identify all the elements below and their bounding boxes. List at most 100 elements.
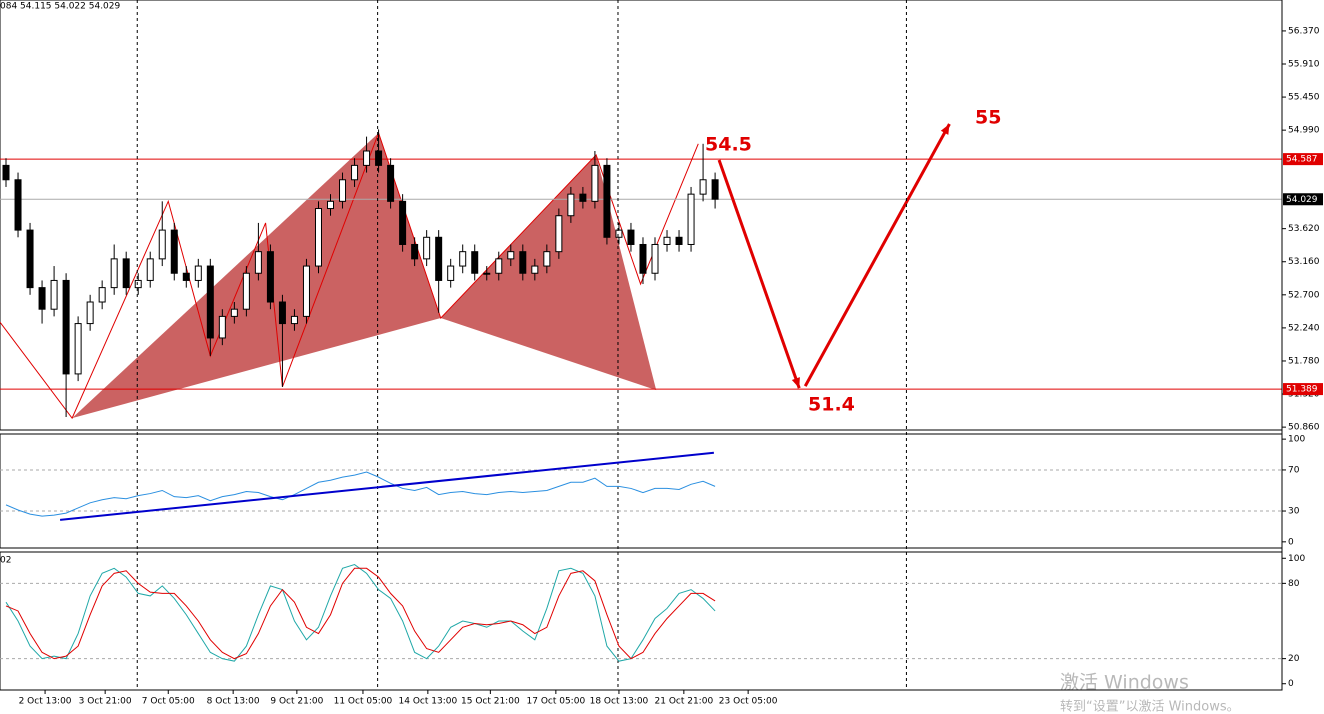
y-tick-label: 80 [1288,579,1300,589]
y-tick-label: 70 [1288,465,1300,475]
indicator-line [5,471,716,517]
price-level-label: 54.029 [1286,195,1318,205]
candle-body [327,200,335,210]
y-tick-label: 53.160 [1288,257,1320,267]
candle-body [399,200,407,245]
trendline [59,451,714,521]
x-tick-label: 9 Oct 21:00 [270,697,323,707]
candle-body [254,251,262,274]
y-tick-label: 0 [1288,679,1294,689]
candle-body [38,287,46,310]
candle-body [627,229,635,245]
candle-body [218,315,226,339]
y-tick-label: 52.700 [1288,290,1320,300]
x-tick-label: 21 Oct 21:00 [655,697,714,707]
harmonic-pattern [440,154,657,391]
candle-body [495,258,503,274]
candle-body [278,301,286,325]
watermark: 激活 Windows [1060,672,1189,694]
candle-body [134,279,142,289]
candle-body [555,215,563,253]
indicator-title: 02 [0,556,11,566]
y-tick-label: 0 [1288,537,1294,547]
candle-body [699,179,707,195]
candle-body [182,272,190,281]
candle-body [675,236,683,245]
y-tick-label: 100 [1288,435,1305,445]
candle-body [206,265,214,339]
x-tick-label: 14 Oct 13:00 [399,697,458,707]
candle-body [339,179,347,202]
arrow-head [791,377,800,389]
y-tick-label: 30 [1288,507,1300,517]
candle-body [50,279,58,310]
candle-body [591,164,599,202]
candle-body [531,265,539,274]
candle-body [411,243,419,260]
arrow [803,123,951,387]
y-tick-label: 51.780 [1288,356,1320,366]
candle-body [483,272,491,275]
arrow-head [940,123,950,135]
candle-body [615,229,623,238]
x-tick-label: 8 Oct 13:00 [207,697,260,707]
candle-body [2,164,10,181]
candle-body [266,251,274,303]
candle-body [447,265,455,281]
candle-body [375,150,383,166]
y-tick-label: 52.240 [1288,323,1320,333]
candle-body [687,193,695,245]
candle-body [423,236,431,260]
watermark-sub: 转到“设置”以激活 Windows。 [1060,700,1240,714]
candle-body [603,164,611,238]
candle-body [507,251,515,260]
x-tick-label: 18 Oct 13:00 [590,697,649,707]
candle-body [639,243,647,274]
candle-body [14,179,22,231]
candle-body [158,229,166,260]
candle-body [543,251,551,267]
arrow [717,159,801,389]
y-tick-label: 54.990 [1288,126,1320,136]
x-tick-label: 17 Oct 05:00 [527,697,586,707]
candle-body [230,308,238,317]
candle-body [435,236,443,281]
candle-body [387,164,395,202]
price-level-box [1283,153,1323,166]
x-tick-label: 23 Oct 05:00 [719,697,778,707]
price-level-label: 54.587 [1286,155,1318,165]
price-level-box [1283,193,1323,206]
y-tick-label: 55.910 [1288,59,1320,69]
price-level-box [1283,383,1323,396]
candle-body [567,193,575,217]
annotation: 54.5 [705,134,752,156]
candle-body [122,258,130,289]
candle-body [290,315,298,325]
x-tick-label: 7 Oct 05:00 [142,697,195,707]
harmonic-pattern [72,132,441,419]
candle-body [459,251,467,267]
candle-body [86,301,94,325]
candle-body [471,251,479,274]
x-tick-label: 15 Oct 21:00 [461,697,520,707]
candle-body [351,164,359,181]
candle-body [314,208,322,267]
x-tick-label: 3 Oct 21:00 [79,697,132,707]
price-level-label: 51.389 [1286,385,1318,395]
candle-body [651,243,659,274]
indicator-line [5,567,716,660]
candle-body [74,323,82,375]
candle-body [194,265,202,281]
candle-body [663,236,671,245]
y-tick-label: 55.450 [1288,93,1320,103]
x-tick-label: 2 Oct 13:00 [19,697,72,707]
candle-body [62,279,70,375]
x-tick-label: 11 Oct 05:00 [334,697,393,707]
candle-body [711,179,719,200]
candle-body [242,272,250,310]
y-tick-label: 56.370 [1288,26,1320,36]
annotation: 51.4 [808,394,855,416]
candle-body [170,229,178,274]
candle-body [519,251,527,274]
